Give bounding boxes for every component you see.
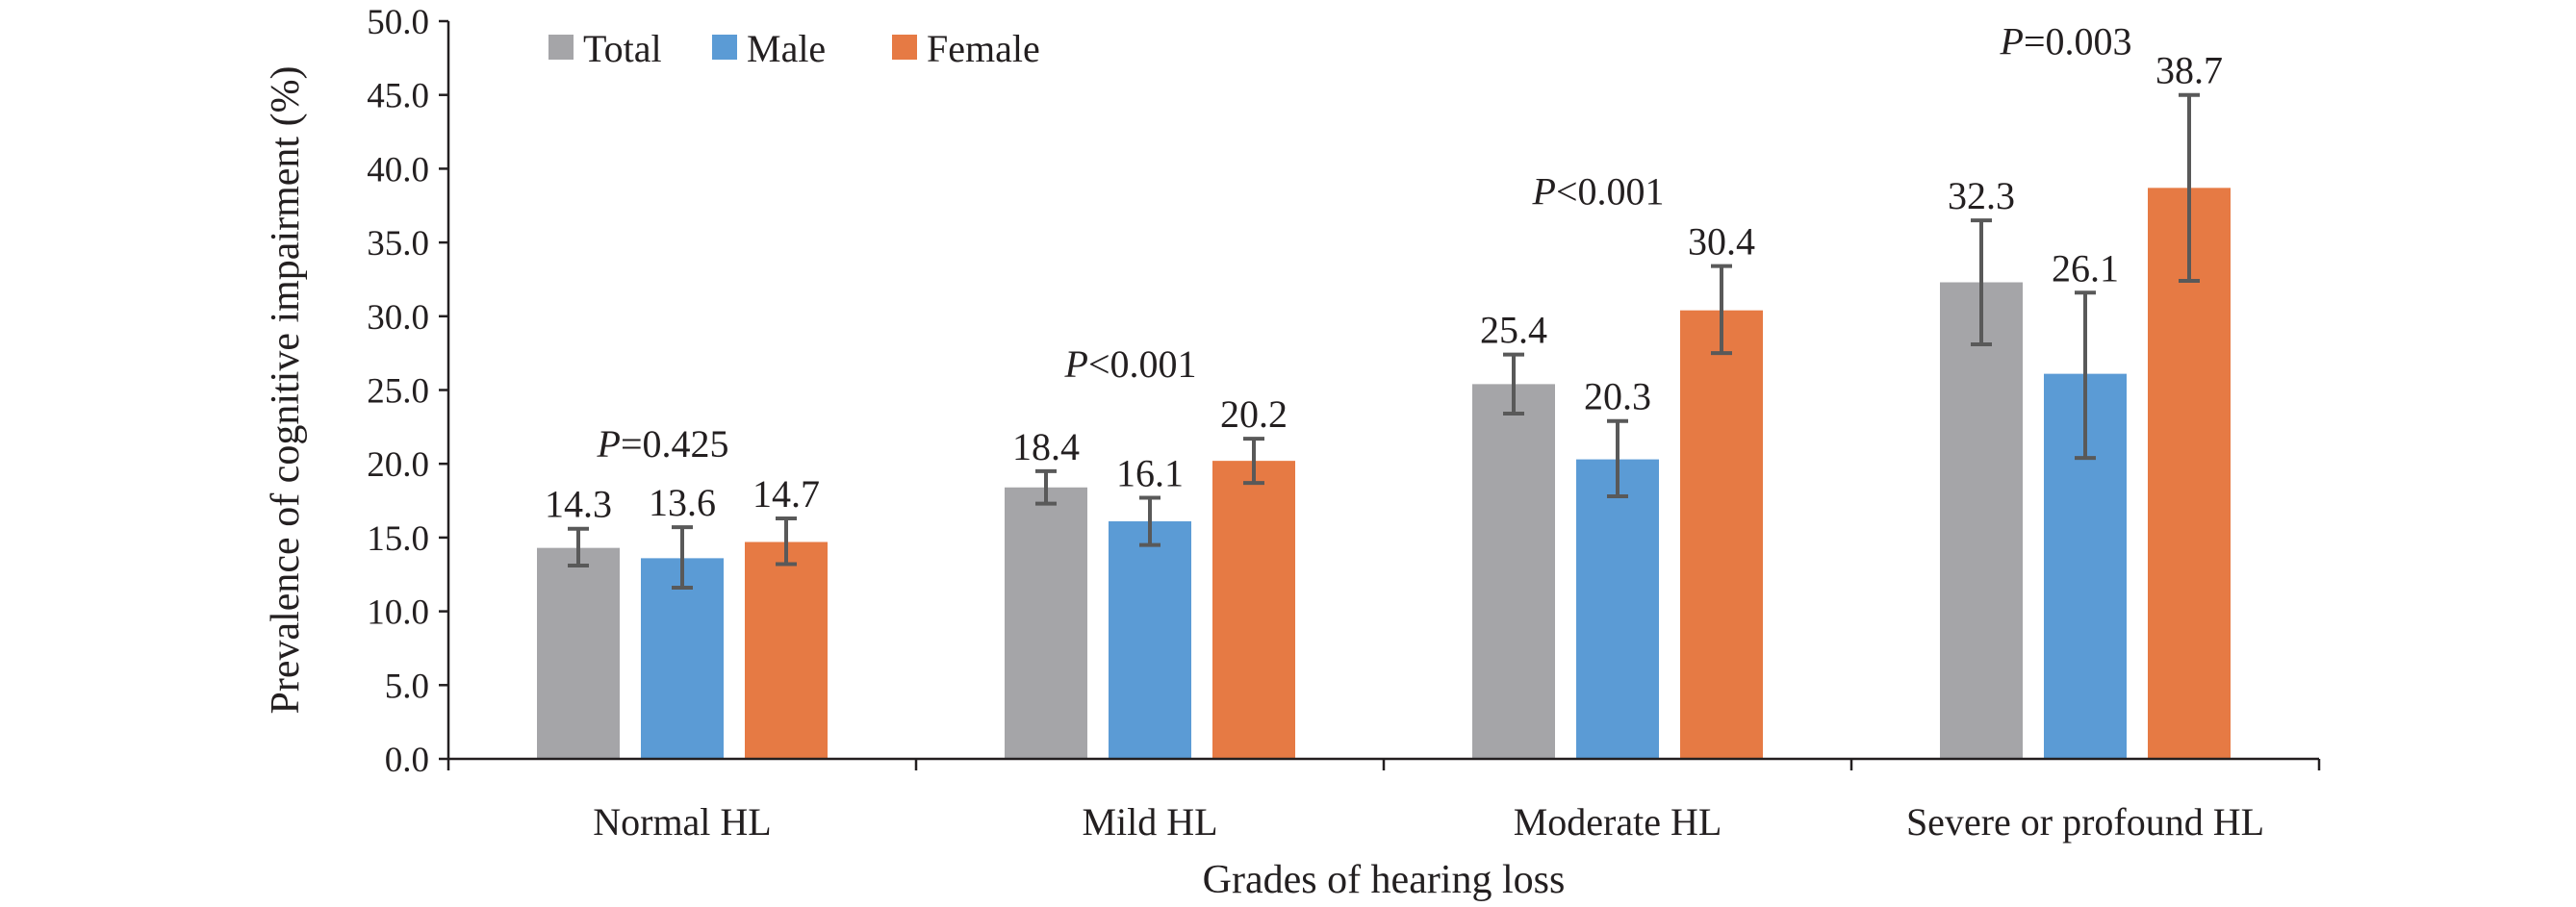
y-tick-label: 40.0 — [367, 150, 429, 189]
data-label-total-1: 18.4 — [1012, 425, 1080, 468]
p-value-text: <0.001 — [1556, 170, 1665, 214]
p-value-annotation: P<0.001 — [1064, 342, 1197, 386]
data-label-male-0: 13.6 — [649, 481, 716, 524]
y-tick-label: 30.0 — [367, 298, 429, 338]
data-label-total-0: 14.3 — [545, 483, 612, 526]
bar-female-2 — [1680, 310, 1763, 759]
y-tick-label: 25.0 — [367, 372, 429, 412]
legend-swatch-male — [712, 35, 737, 60]
y-ticks-layer: 0.0 5.0 10.0 15.0 20.0 25.0 30.0 35.0 40.0 45.0 50… — [367, 3, 448, 780]
bar-female-1 — [1212, 461, 1295, 759]
legend: Total Male Female — [548, 27, 1040, 70]
y-tick-label: 5.0 — [385, 667, 429, 706]
p-value-letter: P — [597, 422, 621, 466]
y-tick-label: 45.0 — [367, 77, 429, 116]
data-label-male-2: 20.3 — [1584, 375, 1651, 418]
legend-swatch-female — [892, 35, 917, 60]
p-value-annotation: P=0.425 — [597, 422, 729, 466]
bar-female-0 — [745, 542, 828, 759]
bar-total-1 — [1005, 487, 1087, 759]
p-value-text: =0.003 — [2024, 20, 2132, 63]
data-label-female-3: 38.7 — [2155, 49, 2223, 92]
y-tick-label: 15.0 — [367, 519, 429, 559]
bars-layer — [537, 188, 2231, 760]
y-tick-label: 20.0 — [367, 445, 429, 485]
bar-male-0 — [641, 558, 724, 759]
x-category-label: Severe or profound HL — [1906, 800, 2264, 844]
legend-swatch-total — [548, 35, 574, 60]
data-label-female-1: 20.2 — [1220, 392, 1288, 436]
data-label-female-2: 30.4 — [1688, 220, 1755, 264]
data-label-total-2: 25.4 — [1480, 309, 1547, 352]
error-bars-layer — [568, 92, 2200, 591]
y-tick-label: 10.0 — [367, 593, 429, 633]
p-value-annotation: P=0.003 — [2000, 20, 2132, 63]
x-category-label: Normal HL — [593, 800, 772, 844]
x-category-label: Moderate HL — [1514, 800, 1722, 844]
data-label-female-0: 14.7 — [752, 472, 820, 516]
bar-male-2 — [1576, 459, 1659, 759]
axes-layer — [446, 21, 2319, 761]
p-value-letter: P — [1532, 170, 1556, 214]
x-axis-title: Grades of hearing loss — [1203, 858, 1566, 902]
data-label-male-3: 26.1 — [2052, 246, 2119, 290]
data-label-total-3: 32.3 — [1948, 174, 2015, 217]
data-label-male-1: 16.1 — [1116, 451, 1184, 494]
p-value-letter: P — [1064, 342, 1088, 386]
bar-female-3 — [2148, 188, 2231, 760]
p-value-letter: P — [2000, 20, 2024, 63]
x-ticks-layer: Normal HL Mild HL Moderate HL Severe or pro… — [446, 759, 2321, 844]
p-value-text: =0.425 — [621, 422, 729, 466]
legend-label-female: Female — [927, 27, 1040, 70]
bar-total-0 — [537, 547, 620, 759]
p-value-annotation: P<0.001 — [1532, 170, 1665, 214]
y-axis-title: Prevalence of cognitive impairment (%) — [264, 65, 308, 714]
data-labels-layer: 14.3 18.4 25.4 32.3 13.6 16.1 20.3 26.1 14.7 20.2… — [545, 49, 2223, 526]
bar-total-2 — [1472, 384, 1555, 759]
bar-male-1 — [1109, 521, 1191, 759]
bar-total-3 — [1940, 282, 2023, 759]
legend-label-male: Male — [747, 27, 826, 70]
p-value-text: <0.001 — [1088, 342, 1197, 386]
y-tick-label: 0.0 — [385, 741, 429, 780]
x-category-label: Mild HL — [1082, 800, 1217, 844]
y-tick-label: 35.0 — [367, 224, 429, 264]
legend-label-total: Total — [583, 27, 662, 70]
y-tick-label: 50.0 — [367, 3, 429, 42]
